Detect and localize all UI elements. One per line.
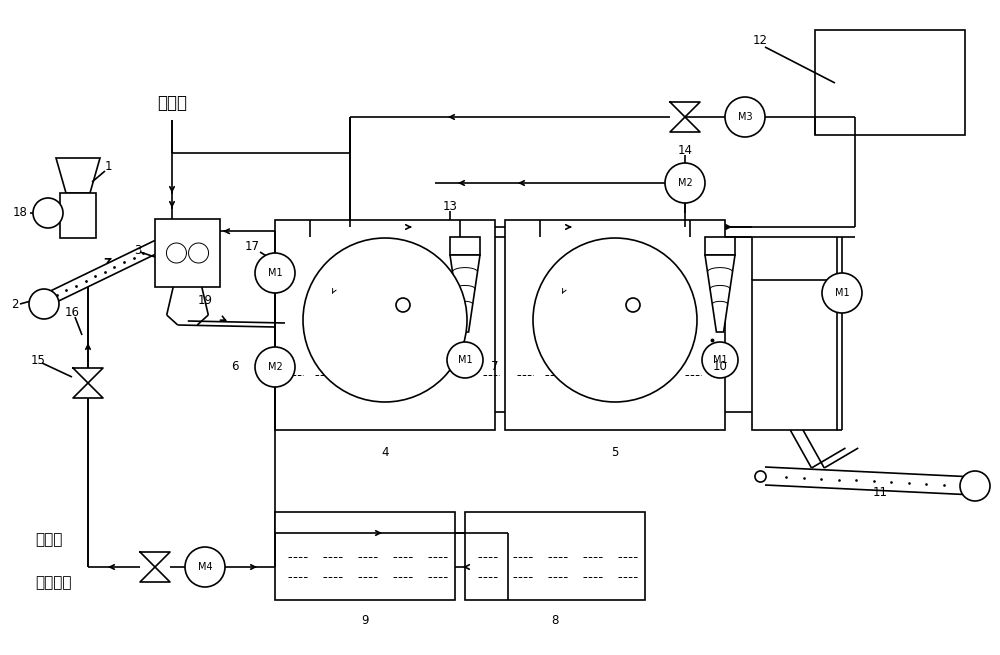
Circle shape [822, 273, 862, 313]
Text: M3: M3 [738, 112, 752, 122]
Bar [275, 512, 455, 600]
Text: M1: M1 [713, 355, 727, 365]
Circle shape [725, 97, 765, 137]
Text: 10: 10 [713, 360, 727, 373]
Text: 3: 3 [134, 244, 142, 257]
Text: 19: 19 [197, 293, 212, 307]
Bar [752, 280, 837, 430]
Circle shape [960, 471, 990, 501]
Polygon shape [56, 158, 100, 193]
Text: 4: 4 [381, 445, 389, 458]
Text: 16: 16 [64, 307, 80, 320]
Bar [450, 237, 480, 255]
Bar [275, 220, 495, 430]
Text: M2: M2 [268, 362, 282, 372]
Bar [505, 220, 725, 430]
Circle shape [626, 298, 640, 312]
Circle shape [255, 347, 295, 387]
Circle shape [396, 298, 410, 312]
Text: M4: M4 [198, 562, 212, 572]
Text: 浸取池: 浸取池 [35, 533, 62, 548]
Circle shape [447, 342, 483, 378]
Text: 或储备罐: 或储备罐 [35, 576, 72, 591]
Bar [60, 193, 96, 238]
Circle shape [255, 253, 295, 293]
Text: 7: 7 [491, 360, 499, 373]
Polygon shape [450, 255, 480, 332]
Text: M1: M1 [835, 288, 849, 298]
Circle shape [29, 289, 59, 319]
Text: 2: 2 [11, 299, 19, 312]
Text: M1: M1 [458, 355, 472, 365]
Circle shape [533, 238, 697, 402]
Circle shape [185, 547, 225, 587]
Text: 15: 15 [31, 354, 45, 367]
Text: M1: M1 [268, 268, 282, 278]
Text: 14: 14 [678, 143, 692, 157]
Circle shape [303, 238, 467, 402]
Bar [815, 30, 965, 135]
Text: 17: 17 [244, 240, 260, 253]
Text: 淡卤水: 淡卤水 [157, 94, 187, 112]
Circle shape [665, 163, 705, 203]
Text: 18: 18 [13, 206, 28, 219]
Polygon shape [705, 255, 735, 332]
Text: 6: 6 [231, 360, 239, 373]
Text: 5: 5 [611, 445, 619, 458]
Circle shape [702, 342, 738, 378]
Text: M2: M2 [678, 178, 692, 188]
Text: 12: 12 [753, 33, 768, 47]
Circle shape [33, 198, 63, 228]
Bar [155, 219, 220, 287]
Text: 11: 11 [873, 487, 888, 500]
Text: 9: 9 [361, 614, 369, 626]
Text: 1: 1 [104, 160, 112, 174]
Bar [705, 237, 735, 255]
Bar [465, 512, 645, 600]
Text: 13: 13 [443, 200, 457, 214]
Text: 8: 8 [551, 614, 559, 626]
